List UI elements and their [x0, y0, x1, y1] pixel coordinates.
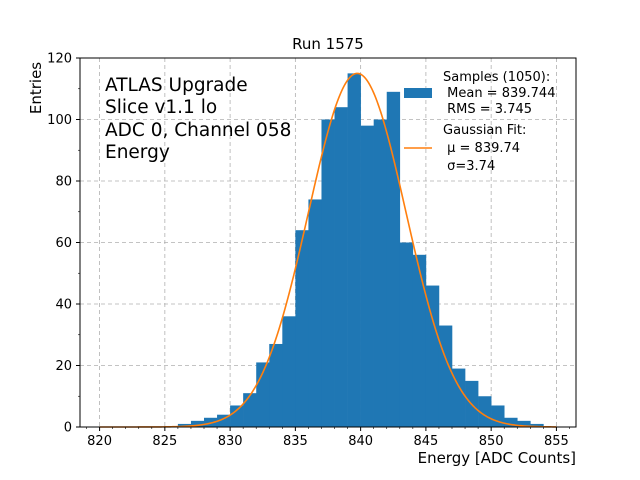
y-tick-label: 100: [47, 113, 72, 128]
legend-samples-title: Samples (1050):: [443, 70, 550, 85]
legend-histogram-swatch: [404, 88, 432, 98]
x-tick-label: 855: [544, 434, 569, 449]
histogram-bar: [412, 254, 427, 427]
histogram-bars: [177, 73, 544, 428]
legend: Samples (1050): Mean = 839.744 RMS = 3.7…: [404, 70, 555, 174]
x-tick-label: 845: [413, 434, 438, 449]
x-tick-label: 830: [218, 434, 243, 449]
x-tick-label: 835: [283, 434, 308, 449]
histogram-bar: [478, 396, 492, 427]
annotation-line-3: ADC 0, Channel 058: [105, 120, 291, 141]
legend-fit-mu: μ = 839.74: [443, 141, 520, 156]
histogram-bar: [360, 125, 374, 428]
histogram-bar: [504, 417, 518, 427]
y-axis-label: Entries: [27, 62, 45, 114]
x-tick-label: 840: [348, 434, 373, 449]
y-tick-label: 40: [55, 298, 72, 313]
y-tick-label: 20: [55, 359, 72, 374]
y-tick-label: 0: [64, 421, 72, 436]
y-tick-label: 120: [47, 52, 72, 67]
histogram-bar: [399, 242, 414, 427]
annotation-block: ATLAS Upgrade Slice v1.1 lo ADC 0, Chann…: [105, 75, 291, 163]
histogram-bar: [373, 119, 388, 427]
annotation-line-4: Energy: [105, 142, 170, 163]
histogram-bar: [425, 285, 440, 427]
axis-ticks: 820 825 830 835 840 845 850 855 0 20 40 60 80 100 120: [47, 52, 570, 449]
histogram-bar: [282, 316, 296, 427]
legend-samples-rms: RMS = 3.745: [443, 102, 532, 117]
histogram-bar: [230, 405, 244, 427]
histogram-bar: [243, 393, 257, 427]
annotation-line-1: ATLAS Upgrade: [105, 75, 248, 96]
histogram-bar: [190, 420, 205, 427]
histogram-bar: [530, 423, 544, 427]
y-tick-label: 80: [55, 175, 72, 190]
legend-fit-sigma: σ=3.74: [443, 159, 495, 174]
histogram-bar: [452, 368, 466, 427]
histogram-bar: [269, 343, 283, 427]
histogram-bar: [321, 119, 335, 427]
x-tick-label: 850: [479, 434, 504, 449]
histogram-bar: [347, 73, 361, 427]
legend-samples-mean: Mean = 839.744: [443, 86, 555, 101]
histogram-bar: [334, 107, 348, 427]
x-tick-label: 825: [152, 434, 177, 449]
histogram-bar: [517, 420, 531, 427]
histogram-bar: [177, 423, 192, 427]
histogram-bar: [438, 325, 453, 427]
chart-title: Run 1575: [292, 35, 364, 53]
y-tick-label: 60: [55, 236, 72, 251]
histogram-bar: [295, 230, 309, 427]
x-axis-label: Energy [ADC Counts]: [418, 449, 576, 467]
annotation-line-2: Slice v1.1 lo: [105, 97, 217, 118]
legend-fit-title: Gaussian Fit:: [443, 123, 526, 138]
x-tick-label: 820: [87, 434, 112, 449]
histogram-bar: [491, 405, 505, 427]
histogram-bar: [308, 199, 322, 427]
